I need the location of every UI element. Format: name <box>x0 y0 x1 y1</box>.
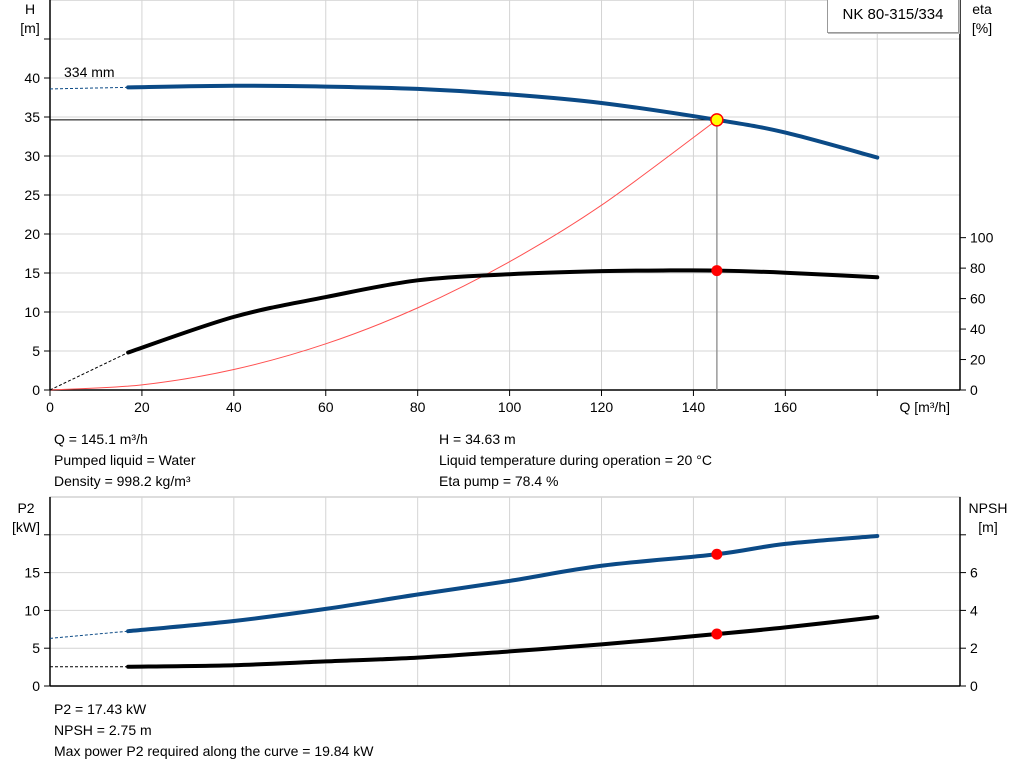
x-tick-label: 60 <box>318 399 334 415</box>
h-extrapolation <box>49 86 129 90</box>
eta-tick-label: 40 <box>970 321 986 337</box>
curves <box>49 83 880 669</box>
eta-tick-label: 60 <box>970 291 986 307</box>
duty-point-eta <box>711 265 723 277</box>
npsh-tick-label: 6 <box>970 565 978 581</box>
eta-axis-unit: [%] <box>972 20 992 36</box>
plot-area <box>49 496 961 687</box>
info-left-top: Q = 145.1 m³/h Pumped liquid = Water Den… <box>54 429 196 492</box>
pump-model-label: NK 80-315/334 <box>827 0 959 33</box>
h-tick-label: 35 <box>24 109 40 125</box>
eta-tick-label: 20 <box>970 352 986 368</box>
p2-tick-label: 0 <box>32 678 40 694</box>
x-tick-label: 120 <box>590 399 614 415</box>
h-tick-label: 20 <box>24 226 40 242</box>
h-tick-label: 5 <box>32 343 40 359</box>
p2-tick-label: 5 <box>32 640 40 656</box>
head-value: H = 34.63 m <box>439 431 516 447</box>
eta-tick-label: 0 <box>970 382 978 398</box>
h-axis-name: H <box>25 1 35 17</box>
x-tick-label: 40 <box>226 399 242 415</box>
npsh-tick-label: 4 <box>970 602 978 618</box>
info-bottom: P2 = 17.43 kW NPSH = 2.75 m Max power P2… <box>54 699 373 762</box>
x-tick-label: 140 <box>682 399 706 415</box>
h-tick-label: 25 <box>24 187 40 203</box>
flow-value: Q = 145.1 m³/h <box>54 431 148 447</box>
x-tick-label: 80 <box>410 399 426 415</box>
density-value: Density = 998.2 kg/m³ <box>54 473 191 489</box>
eta-value: Eta pump = 78.4 % <box>439 473 559 489</box>
eta-curve <box>126 268 880 355</box>
system-curve <box>49 119 718 391</box>
h-tick-label: 10 <box>24 304 40 320</box>
x-tick-label: 20 <box>134 399 150 415</box>
p2-axis-unit: [kW] <box>12 519 40 535</box>
tick-labels: 0 20 40 60 80 100 120 140 1600510152025303540020… <box>24 38 994 694</box>
duty-point-npsh <box>711 628 723 640</box>
npsh-tick-label: 0 <box>970 678 978 694</box>
p2-tick-label: 10 <box>24 602 40 618</box>
duty-point-p2 <box>711 548 723 560</box>
h-curve <box>126 83 880 160</box>
liquid-temperature: Liquid temperature during operation = 20… <box>439 452 712 468</box>
npsh-curve <box>126 615 880 669</box>
p2-tick-label: 15 <box>24 565 40 581</box>
eta-tick-label: 100 <box>970 230 994 246</box>
duty-point-head <box>710 113 724 127</box>
npsh-value: NPSH = 2.75 m <box>54 722 152 738</box>
x-axis-label: Q [m³/h] <box>899 399 950 415</box>
p2-extrapolation <box>49 630 129 639</box>
h-tick-label: 0 <box>32 382 40 398</box>
x-tick-label: 160 <box>774 399 798 415</box>
npsh-tick-label: 2 <box>970 640 978 656</box>
info-right-top: H = 34.63 m Liquid temperature during op… <box>439 429 712 492</box>
h-tick-label: 30 <box>24 148 40 164</box>
pumped-liquid: Pumped liquid = Water <box>54 452 196 468</box>
h-tick-label: 15 <box>24 265 40 281</box>
eta-tick-label: 80 <box>970 260 986 276</box>
eta-axis-name: eta <box>972 1 992 17</box>
npsh-axis-name: NPSH <box>969 500 1008 516</box>
p2-axis-name: P2 <box>17 500 34 516</box>
x-tick-label: 100 <box>498 399 522 415</box>
x-tick-label: 0 <box>46 399 54 415</box>
max-p2-value: Max power P2 required along the curve = … <box>54 743 374 759</box>
p2-value: P2 = 17.43 kW <box>54 701 147 717</box>
p2-curve <box>126 534 880 634</box>
h-axis-unit: [m] <box>20 20 39 36</box>
eta-extrapolation <box>49 352 129 391</box>
npsh-axis-unit: [m] <box>978 519 997 535</box>
h-tick-label: 40 <box>24 70 40 86</box>
bottom-grid <box>49 496 961 687</box>
impeller-label: 334 mm <box>64 64 115 80</box>
